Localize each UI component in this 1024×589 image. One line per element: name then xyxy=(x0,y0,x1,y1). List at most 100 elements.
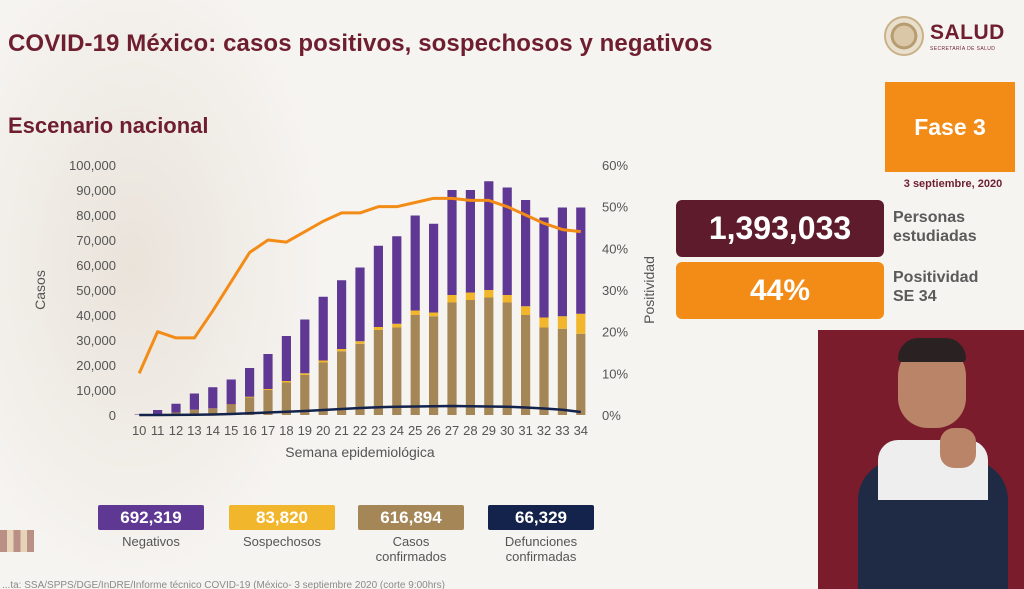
bar-segment xyxy=(576,333,586,415)
x-tick-label: 29 xyxy=(482,423,496,438)
bar-segment xyxy=(337,280,347,349)
deaths-line xyxy=(139,404,581,417)
national-emblem-icon xyxy=(884,16,924,56)
bar-segment xyxy=(300,375,310,415)
positivity-line xyxy=(137,196,581,374)
bar-segment xyxy=(557,207,567,317)
x-tick-label: 34 xyxy=(574,423,588,438)
bar-segment xyxy=(465,300,475,415)
y-tick-label: 90,000 xyxy=(76,183,116,198)
confirmed-value: 616,894 xyxy=(358,505,464,530)
y2-tick-label: 30% xyxy=(602,283,628,298)
x-tick-label: 10 xyxy=(132,423,146,438)
positivity-caption: Positividad SE 34 xyxy=(893,268,978,306)
bar-segment xyxy=(447,302,457,415)
bar-segment xyxy=(465,190,475,293)
deaths-label: Defunciones confirmadas xyxy=(488,534,594,564)
x-tick-label: 14 xyxy=(206,423,220,438)
bar-segment xyxy=(153,410,163,415)
bar-segment xyxy=(263,390,273,415)
y-tick-label: 30,000 xyxy=(76,333,116,348)
bar-segment xyxy=(355,341,365,344)
bar-segment xyxy=(245,368,255,397)
bar-segment xyxy=(576,207,586,314)
negatives-label: Negativos xyxy=(122,534,180,549)
bar-segment xyxy=(337,349,347,352)
x-tick-label: 21 xyxy=(334,423,348,438)
bar-segment xyxy=(226,405,236,415)
x-tick-label: 32 xyxy=(537,423,551,438)
suspects-value: 83,820 xyxy=(229,505,335,530)
x-tick-label: 24 xyxy=(390,423,404,438)
bar-segment xyxy=(447,295,457,303)
interpreter-hand xyxy=(940,428,976,468)
y2-tick-label: 0% xyxy=(602,408,621,423)
x-tick-label: 12 xyxy=(169,423,183,438)
bar-segment xyxy=(484,297,494,415)
legend-negatives: 692,319 Negativos xyxy=(98,505,204,549)
y-tick-label: 20,000 xyxy=(76,358,116,373)
x-tick-label: 15 xyxy=(224,423,238,438)
suspects-label: Sospechosos xyxy=(242,534,322,549)
confirmed-label-line2: confirmados xyxy=(375,549,447,564)
salud-logo: SALUD SECRETARÍA DE SALUD xyxy=(884,14,1019,58)
people-studied-value: 1,393,033 xyxy=(676,200,884,257)
y-tick-label: 80,000 xyxy=(76,208,116,223)
positivity-value: 44% xyxy=(676,262,884,319)
bar-segment xyxy=(410,315,420,415)
bar-segment xyxy=(557,328,567,415)
negatives-value: 692,319 xyxy=(98,505,204,530)
x-tick-label: 11 xyxy=(151,423,165,438)
x-tick-label: 25 xyxy=(408,423,422,438)
x-tick-label: 16 xyxy=(242,423,256,438)
bar-segment xyxy=(373,245,383,327)
source-note: ...ta: SSA/SPPS/DGE/InDRE/Informe técnic… xyxy=(2,580,445,589)
positivity-caption-line2: SE 34 xyxy=(893,288,937,305)
x-tick-label: 33 xyxy=(555,423,569,438)
logo-subtitle: SECRETARÍA DE SALUD xyxy=(930,45,996,52)
bar-segment xyxy=(429,316,439,415)
bar-segment xyxy=(300,319,310,374)
bar-segment xyxy=(337,351,347,415)
y-axis-title: Casos xyxy=(32,270,48,310)
x-tick-label: 19 xyxy=(298,423,312,438)
people-caption-line2: estudiadas xyxy=(893,228,977,245)
x-tick-label: 13 xyxy=(187,423,201,438)
bar-segment xyxy=(281,336,291,381)
bar-segment xyxy=(171,403,181,413)
bar-segment xyxy=(318,296,328,361)
y2-tick-label: 10% xyxy=(602,366,628,381)
bar-segment xyxy=(373,330,383,415)
bar-segment xyxy=(355,343,365,415)
y-tick-label: 60,000 xyxy=(76,258,116,273)
bar-segment xyxy=(484,290,494,298)
bar-segment xyxy=(410,310,420,315)
deaths-label-line1: Defunciones xyxy=(504,534,578,549)
x-tick-label: 20 xyxy=(316,423,330,438)
y-tick-label: 0 xyxy=(109,408,116,423)
bar-segment xyxy=(392,323,402,328)
people-caption-line1: Personas xyxy=(893,209,966,226)
bar-segment xyxy=(429,312,439,317)
bar-segment xyxy=(208,408,218,415)
bar-segment xyxy=(392,327,402,415)
bar-segment xyxy=(245,397,255,415)
bar-segment xyxy=(263,354,273,389)
phase-badge: Fase 3 xyxy=(885,82,1015,172)
y-tick-label: 100,000 xyxy=(69,158,116,173)
chart-svg: 0 10,000 20,000 30,000 40,000 50,000 60,000 70,… xyxy=(32,158,657,460)
x-axis-title: Semana epidemiológica xyxy=(285,444,435,460)
cases-chart: 0 10,000 20,000 30,000 40,000 50,000 60,000 70,… xyxy=(0,140,660,470)
bar-segment xyxy=(521,306,531,315)
y2-tick-label: 50% xyxy=(602,200,628,215)
bar-segment xyxy=(355,267,365,342)
bar-segment xyxy=(208,387,218,409)
legend-deaths: 66,329 Defunciones confirmadas xyxy=(488,505,594,564)
page-title: COVID-19 México: casos positivos, sospec… xyxy=(8,30,713,57)
x-tick-label: 23 xyxy=(371,423,385,438)
bar-segment xyxy=(521,200,531,307)
x-tick-label: 22 xyxy=(353,423,367,438)
bar-segment xyxy=(557,316,567,329)
deaths-label-line2: confirmadas xyxy=(505,549,577,564)
confirmed-label: Casos confirmados xyxy=(358,534,464,564)
